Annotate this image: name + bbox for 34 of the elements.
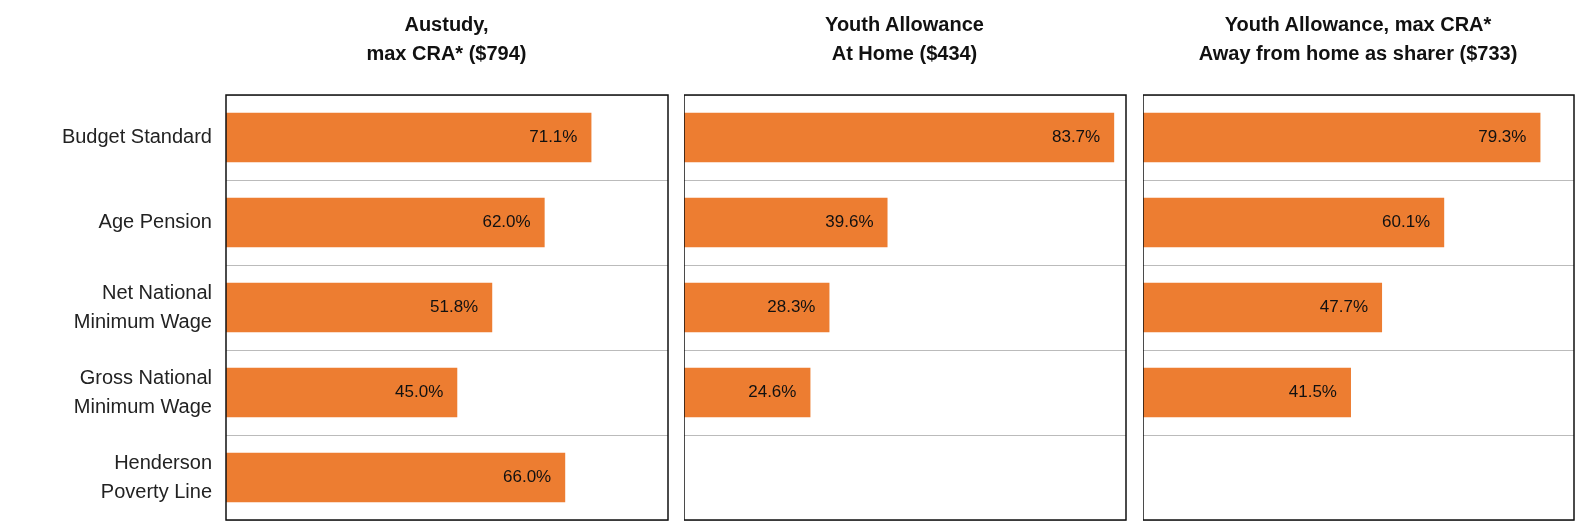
bar <box>226 452 566 503</box>
chart-title: Youth Allowance, max CRA* Away from home as sharer ($733) <box>1197 12 1519 66</box>
chart-title: Austudy, max CRA* ($794) <box>365 12 528 66</box>
y-tick-label: Henderson Poverty Line <box>100 450 212 502</box>
bar <box>684 197 888 248</box>
data-label: 45.0% <box>395 382 444 402</box>
bar <box>1143 197 1445 248</box>
data-label: 79.3% <box>1478 127 1527 147</box>
bar <box>226 112 592 163</box>
data-label: 51.8% <box>430 297 479 317</box>
data-label: 28.3% <box>767 297 816 317</box>
bar <box>226 282 493 333</box>
bar <box>1143 112 1541 163</box>
bar <box>1143 282 1383 333</box>
data-label: 41.5% <box>1288 382 1337 402</box>
data-label: 66.0% <box>503 467 552 487</box>
bar <box>1143 367 1351 418</box>
data-label: 60.1% <box>1382 212 1431 232</box>
data-label: 83.7% <box>1051 127 1101 147</box>
y-tick-label: Budget Standard <box>61 125 212 148</box>
data-label: 62.0% <box>482 212 531 232</box>
y-tick-label: Age Pension <box>98 210 212 233</box>
chart-title: Youth Allowance At Home ($434) <box>824 12 985 66</box>
bar <box>226 197 545 248</box>
data-label: 71.1% <box>529 127 578 147</box>
data-label: 39.6% <box>825 212 874 232</box>
bar <box>226 367 458 418</box>
data-label: 24.6% <box>748 382 797 402</box>
bar <box>684 367 811 418</box>
bar <box>684 112 1115 163</box>
bar <box>684 282 830 333</box>
data-label: 47.7% <box>1319 297 1369 317</box>
y-tick-label: Net National Minimum Wage <box>73 280 212 332</box>
y-tick-label: Gross National Minimum Wage <box>73 365 212 417</box>
